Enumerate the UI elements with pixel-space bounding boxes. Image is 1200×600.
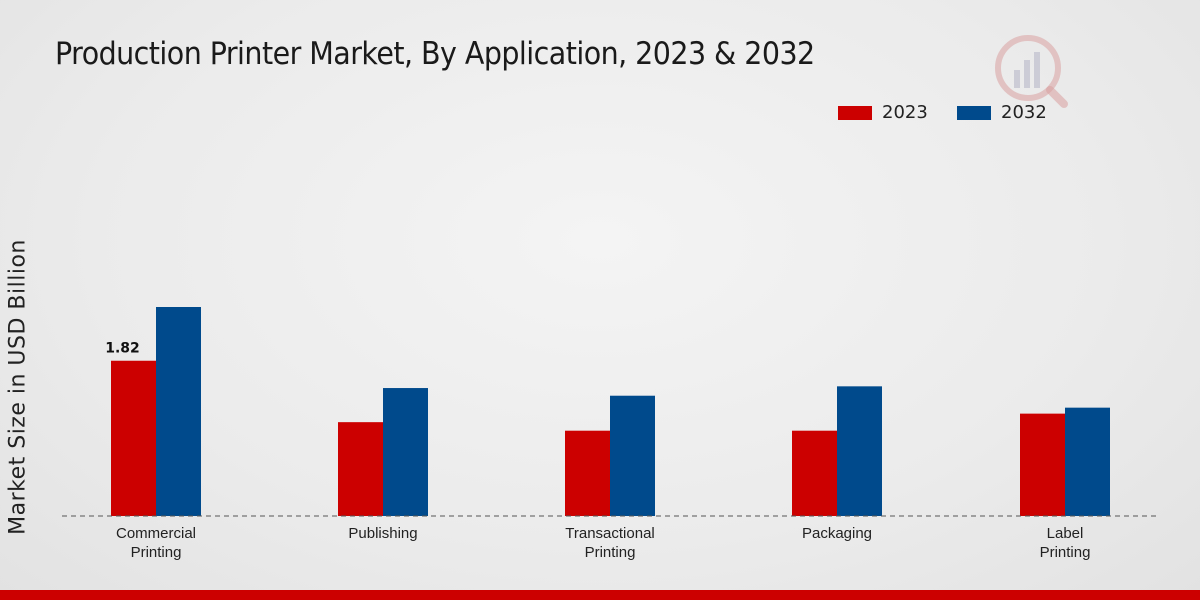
bar-2023-commercial-printing (111, 360, 156, 516)
bar-2023-publishing (338, 422, 383, 516)
bar-2032-label-printing (1065, 407, 1110, 516)
x-tick-label: Commercial Printing (116, 525, 196, 561)
legend-item-2032: 2032 (957, 102, 1047, 123)
legend-label-2023: 2023 (882, 102, 928, 123)
bar-2032-transactional-printing (610, 395, 655, 516)
bar-2032-packaging (837, 386, 882, 516)
data-label: 1.82 (105, 341, 140, 357)
bar-2023-transactional-printing (565, 430, 610, 516)
bottom-accent-bar (0, 590, 1200, 600)
legend-swatch-2032 (957, 105, 991, 120)
bar-2023-packaging (792, 430, 837, 516)
logo-watermark-icon (995, 35, 1068, 108)
x-tick-label: Transactional Printing (565, 525, 655, 561)
bar-2032-commercial-printing (156, 307, 201, 516)
bar-2023-label-printing (1020, 413, 1065, 516)
x-tick-label: Publishing (348, 525, 417, 542)
x-tick-label: Packaging (802, 525, 872, 542)
x-tick-label: Label Printing (1040, 525, 1091, 561)
legend-swatch-2023 (838, 105, 872, 120)
legend-item-2023: 2023 (838, 102, 928, 123)
chart-title: Production Printer Market, By Applicatio… (55, 36, 815, 72)
legend-label-2032: 2032 (1001, 102, 1047, 123)
bar-2032-publishing (383, 388, 428, 516)
